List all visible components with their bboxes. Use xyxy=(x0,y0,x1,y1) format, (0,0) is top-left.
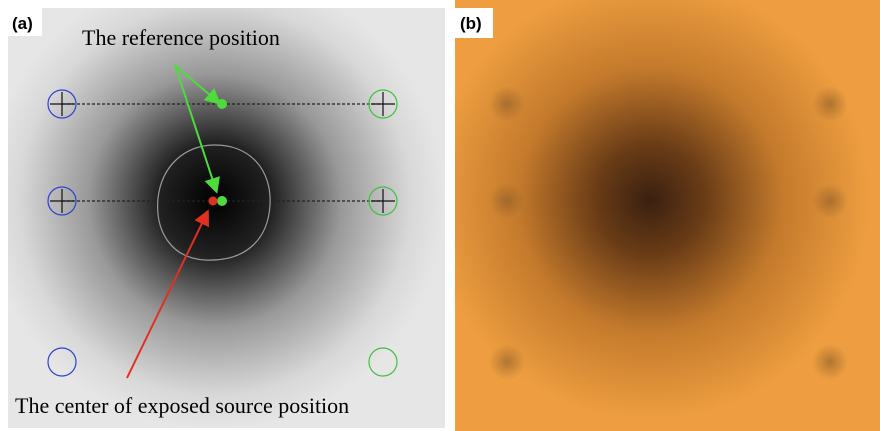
ref-dot xyxy=(217,196,227,206)
annotation: The reference position xyxy=(82,25,280,50)
panel-label: (a) xyxy=(12,14,33,33)
panel-a-image xyxy=(8,8,445,428)
center-dot xyxy=(209,197,218,206)
ref-dot xyxy=(217,99,227,109)
annotation: The center of exposed source position xyxy=(15,393,349,418)
figure: (a) The reference position The center of… xyxy=(0,0,880,431)
panel-label: (b) xyxy=(460,14,482,33)
page: (a) The reference position The center of… xyxy=(0,0,880,431)
